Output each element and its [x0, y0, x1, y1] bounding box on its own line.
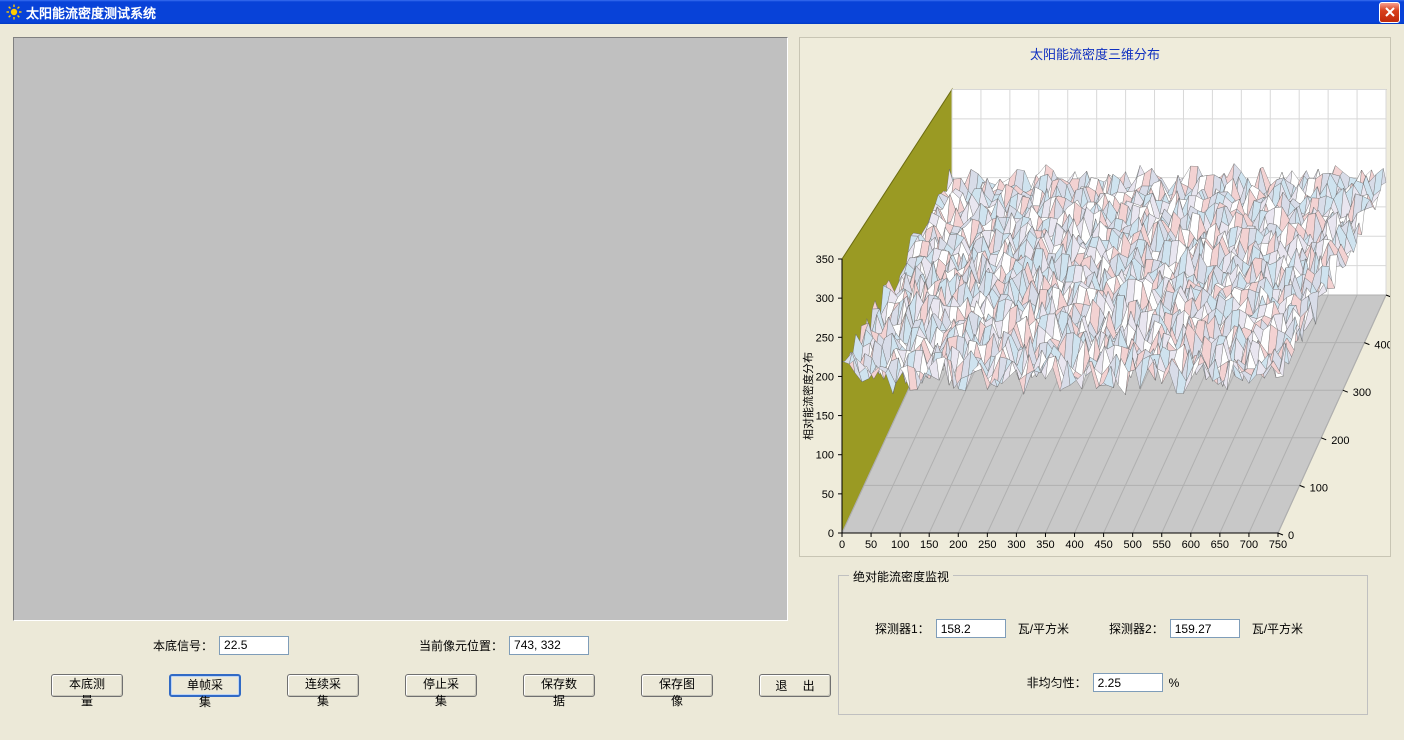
svg-text:450: 450 — [1094, 539, 1112, 551]
meta-row: 本底信号： 当前像元位置： — [13, 631, 788, 659]
button-row: 本底测量 单帧采集 连续采集 停止采集 保存数据 保存图像 退 出 — [51, 671, 811, 699]
save-image-button[interactable]: 保存图像 — [641, 674, 713, 697]
titlebar[interactable]: 太阳能流密度测试系统 — [0, 0, 1404, 24]
app-window: 太阳能流密度测试系统 本底信号： 当前像元位置： 本底测量 单帧采集 连续采集 … — [0, 0, 1404, 740]
svg-text:700: 700 — [1240, 539, 1258, 551]
pixel-position-field[interactable] — [509, 636, 589, 655]
nonuniformity-row: 非均匀性： % — [839, 673, 1367, 692]
svg-text:0: 0 — [828, 528, 834, 540]
close-button[interactable] — [1379, 2, 1400, 23]
background-signal-label: 本底信号： — [153, 637, 213, 654]
svg-text:350: 350 — [1036, 539, 1054, 551]
nonuniformity-field[interactable] — [1093, 673, 1163, 692]
chart-3d-title: 太阳能流密度三维分布 — [800, 38, 1390, 63]
svg-text:200: 200 — [816, 371, 834, 383]
svg-text:600: 600 — [1182, 539, 1200, 551]
window-title: 太阳能流密度测试系统 — [26, 3, 1379, 22]
svg-text:100: 100 — [891, 539, 909, 551]
detector2-unit: 瓦/平方米 — [1252, 620, 1303, 637]
svg-text:350: 350 — [816, 254, 834, 266]
detector1-field[interactable] — [936, 619, 1006, 638]
save-data-button[interactable]: 保存数据 — [523, 674, 595, 697]
svg-text:300: 300 — [1353, 387, 1371, 399]
svg-text:100: 100 — [816, 450, 834, 462]
svg-text:500: 500 — [1123, 539, 1141, 551]
svg-text:400: 400 — [1374, 340, 1390, 352]
background-signal-field[interactable] — [219, 636, 289, 655]
svg-text:100: 100 — [1310, 482, 1328, 494]
chart-3d-svg: 0501001502002503003504004505005506006507… — [800, 63, 1390, 558]
pixel-position-label: 当前像元位置： — [419, 637, 503, 654]
svg-text:0: 0 — [839, 539, 845, 551]
detector2-label: 探测器2： — [1109, 620, 1164, 637]
svg-text:200: 200 — [1331, 435, 1349, 447]
svg-text:200: 200 — [949, 539, 967, 551]
chart-3d-panel: 太阳能流密度三维分布 0 50 100 150 200 250 300 350 400 450 50… — [799, 37, 1391, 557]
stop-capture-button[interactable]: 停止采集 — [405, 674, 477, 697]
svg-text:0: 0 — [1288, 530, 1294, 542]
exit-button[interactable]: 退 出 — [759, 674, 831, 697]
svg-text:250: 250 — [816, 332, 834, 344]
svg-text:400: 400 — [1065, 539, 1083, 551]
svg-text:150: 150 — [920, 539, 938, 551]
svg-text:150: 150 — [816, 411, 834, 423]
svg-text:300: 300 — [1007, 539, 1025, 551]
nonuniformity-unit: % — [1169, 676, 1180, 690]
groupbox-legend: 绝对能流密度监视 — [849, 568, 953, 585]
single-frame-button[interactable]: 单帧采集 — [169, 674, 241, 697]
detector1-label: 探测器1： — [875, 620, 930, 637]
detector1-unit: 瓦/平方米 — [1018, 620, 1069, 637]
sun-icon — [6, 4, 22, 20]
absolute-density-monitor-group: 绝对能流密度监视 探测器1： 瓦/平方米 探测器2： 瓦/平方米 非均匀性： % — [838, 575, 1368, 715]
svg-text:550: 550 — [1153, 539, 1171, 551]
svg-text:50: 50 — [865, 539, 877, 551]
svg-text:250: 250 — [978, 539, 996, 551]
background-measure-button[interactable]: 本底测量 — [51, 674, 123, 697]
svg-text:相对能流密度分布: 相对能流密度分布 — [801, 352, 815, 440]
detector-row: 探测器1： 瓦/平方米 探测器2： 瓦/平方米 — [839, 619, 1367, 638]
svg-text:650: 650 — [1211, 539, 1229, 551]
svg-text:750: 750 — [1269, 539, 1287, 551]
continuous-capture-button[interactable]: 连续采集 — [287, 674, 359, 697]
detector2-field[interactable] — [1170, 619, 1240, 638]
svg-text:50: 50 — [822, 489, 834, 501]
image-preview-panel — [13, 37, 788, 621]
nonuniformity-label: 非均匀性： — [1027, 674, 1087, 691]
client-area: 本底信号： 当前像元位置： 本底测量 单帧采集 连续采集 停止采集 保存数据 保… — [3, 27, 1401, 737]
svg-text:300: 300 — [816, 293, 834, 305]
